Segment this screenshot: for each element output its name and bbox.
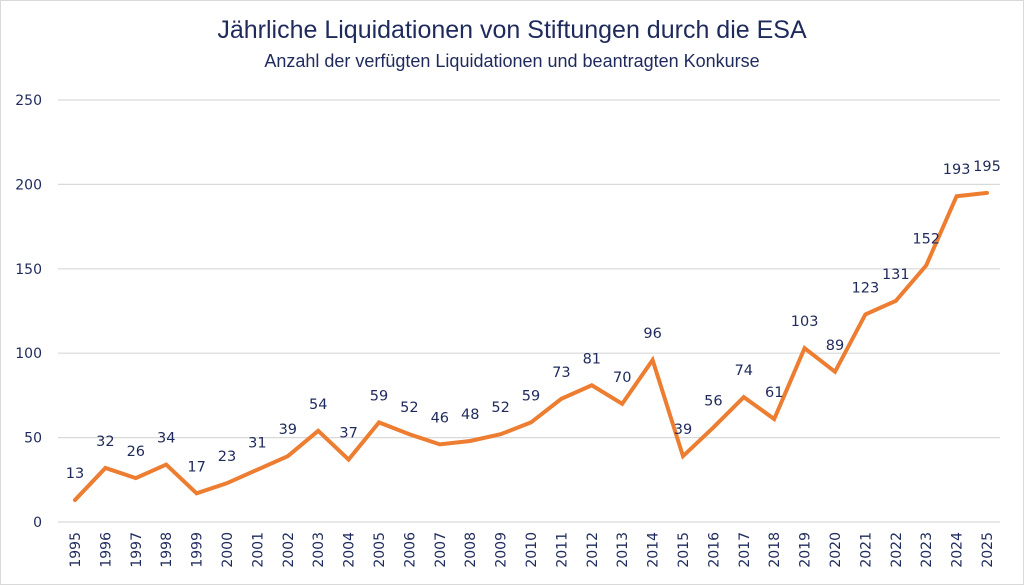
data-label: 73 [552, 365, 570, 381]
chart-subtitle: Anzahl der verfügten Liquidationen und b… [264, 51, 760, 71]
chart-title: Jährliche Liquidationen von Stiftungen d… [217, 16, 807, 44]
data-label: 17 [187, 459, 205, 475]
data-label: 131 [882, 267, 910, 283]
x-tick-label: 2016 [706, 532, 722, 568]
x-tick-label: 1998 [159, 532, 175, 568]
data-label: 13 [66, 466, 84, 482]
x-tick-label: 2024 [950, 532, 966, 568]
x-tick-label: 2012 [585, 532, 601, 568]
x-tick-label: 2014 [646, 532, 662, 568]
data-label: 193 [943, 162, 971, 178]
data-label: 37 [339, 426, 357, 442]
y-axis-ticks: 0 50 100 150 200 250 [15, 93, 42, 531]
x-tick-label: 2006 [402, 532, 418, 568]
data-label: 46 [431, 410, 449, 426]
data-label: 34 [157, 431, 175, 447]
data-label: 96 [643, 326, 661, 342]
x-tick-label: 2019 [798, 532, 814, 568]
y-tick-label: 50 [24, 431, 42, 447]
data-label: 48 [461, 407, 479, 423]
x-tick-label: 2020 [828, 532, 844, 568]
data-label: 59 [522, 388, 540, 404]
x-tick-label: 2022 [889, 532, 905, 568]
series-line [73, 190, 989, 503]
data-label: 81 [583, 351, 601, 367]
x-tick-label: 2007 [433, 532, 449, 568]
y-tick-label: 250 [15, 93, 42, 109]
data-label: 52 [400, 400, 418, 416]
x-tick-label: 2021 [858, 532, 874, 568]
x-tick-label: 2004 [342, 532, 358, 568]
data-label: 31 [248, 436, 266, 452]
x-tick-label: 1997 [129, 532, 145, 568]
data-label: 103 [791, 314, 819, 330]
data-label: 195 [973, 159, 1001, 175]
data-label: 39 [279, 422, 297, 438]
data-label: 61 [765, 385, 783, 401]
x-tick-label: 2017 [737, 532, 753, 568]
x-tick-label: 2011 [554, 532, 570, 568]
x-tick-label: 2025 [980, 532, 996, 568]
data-label: 32 [96, 434, 114, 450]
x-tick-label: 2005 [372, 532, 388, 568]
data-label: 89 [826, 338, 844, 354]
data-label: 70 [613, 370, 631, 386]
data-label: 39 [674, 422, 692, 438]
data-label: 26 [127, 444, 145, 460]
x-tick-label: 2000 [220, 532, 236, 568]
x-tick-label: 2008 [463, 532, 479, 568]
x-tick-label: 2009 [494, 532, 510, 568]
data-label: 123 [852, 280, 880, 296]
x-tick-label: 1995 [68, 532, 84, 568]
x-tick-label: 2013 [615, 532, 631, 568]
data-label: 23 [218, 449, 236, 465]
data-label: 54 [309, 397, 327, 413]
x-tick-label: 1999 [190, 532, 206, 568]
data-label: 74 [735, 363, 753, 379]
data-labels: 13 32 26 34 17 23 31 39 54 37 59 52 46 48 52 59 73 81 70 96… [66, 159, 1001, 482]
y-tick-label: 0 [33, 515, 42, 531]
x-tick-label: 2010 [524, 532, 540, 568]
data-label: 56 [704, 393, 722, 409]
data-label: 52 [491, 400, 509, 416]
x-tick-label: 1996 [98, 532, 114, 568]
data-label: 152 [912, 231, 940, 247]
y-tick-label: 100 [15, 346, 42, 362]
x-tick-label: 2015 [676, 532, 692, 568]
y-tick-label: 200 [15, 177, 42, 193]
x-tick-label: 2002 [281, 532, 297, 568]
x-tick-label: 2003 [311, 532, 327, 568]
series-layer [73, 190, 989, 503]
data-label: 59 [370, 388, 388, 404]
y-tick-label: 150 [15, 262, 42, 278]
x-tick-label: 2001 [250, 532, 266, 568]
x-tick-label: 2018 [767, 532, 783, 568]
x-tick-label: 2023 [919, 532, 935, 568]
x-axis-ticks: 1995 1996 1997 1998 1999 2000 2001 2002 2003 2004… [68, 532, 996, 568]
